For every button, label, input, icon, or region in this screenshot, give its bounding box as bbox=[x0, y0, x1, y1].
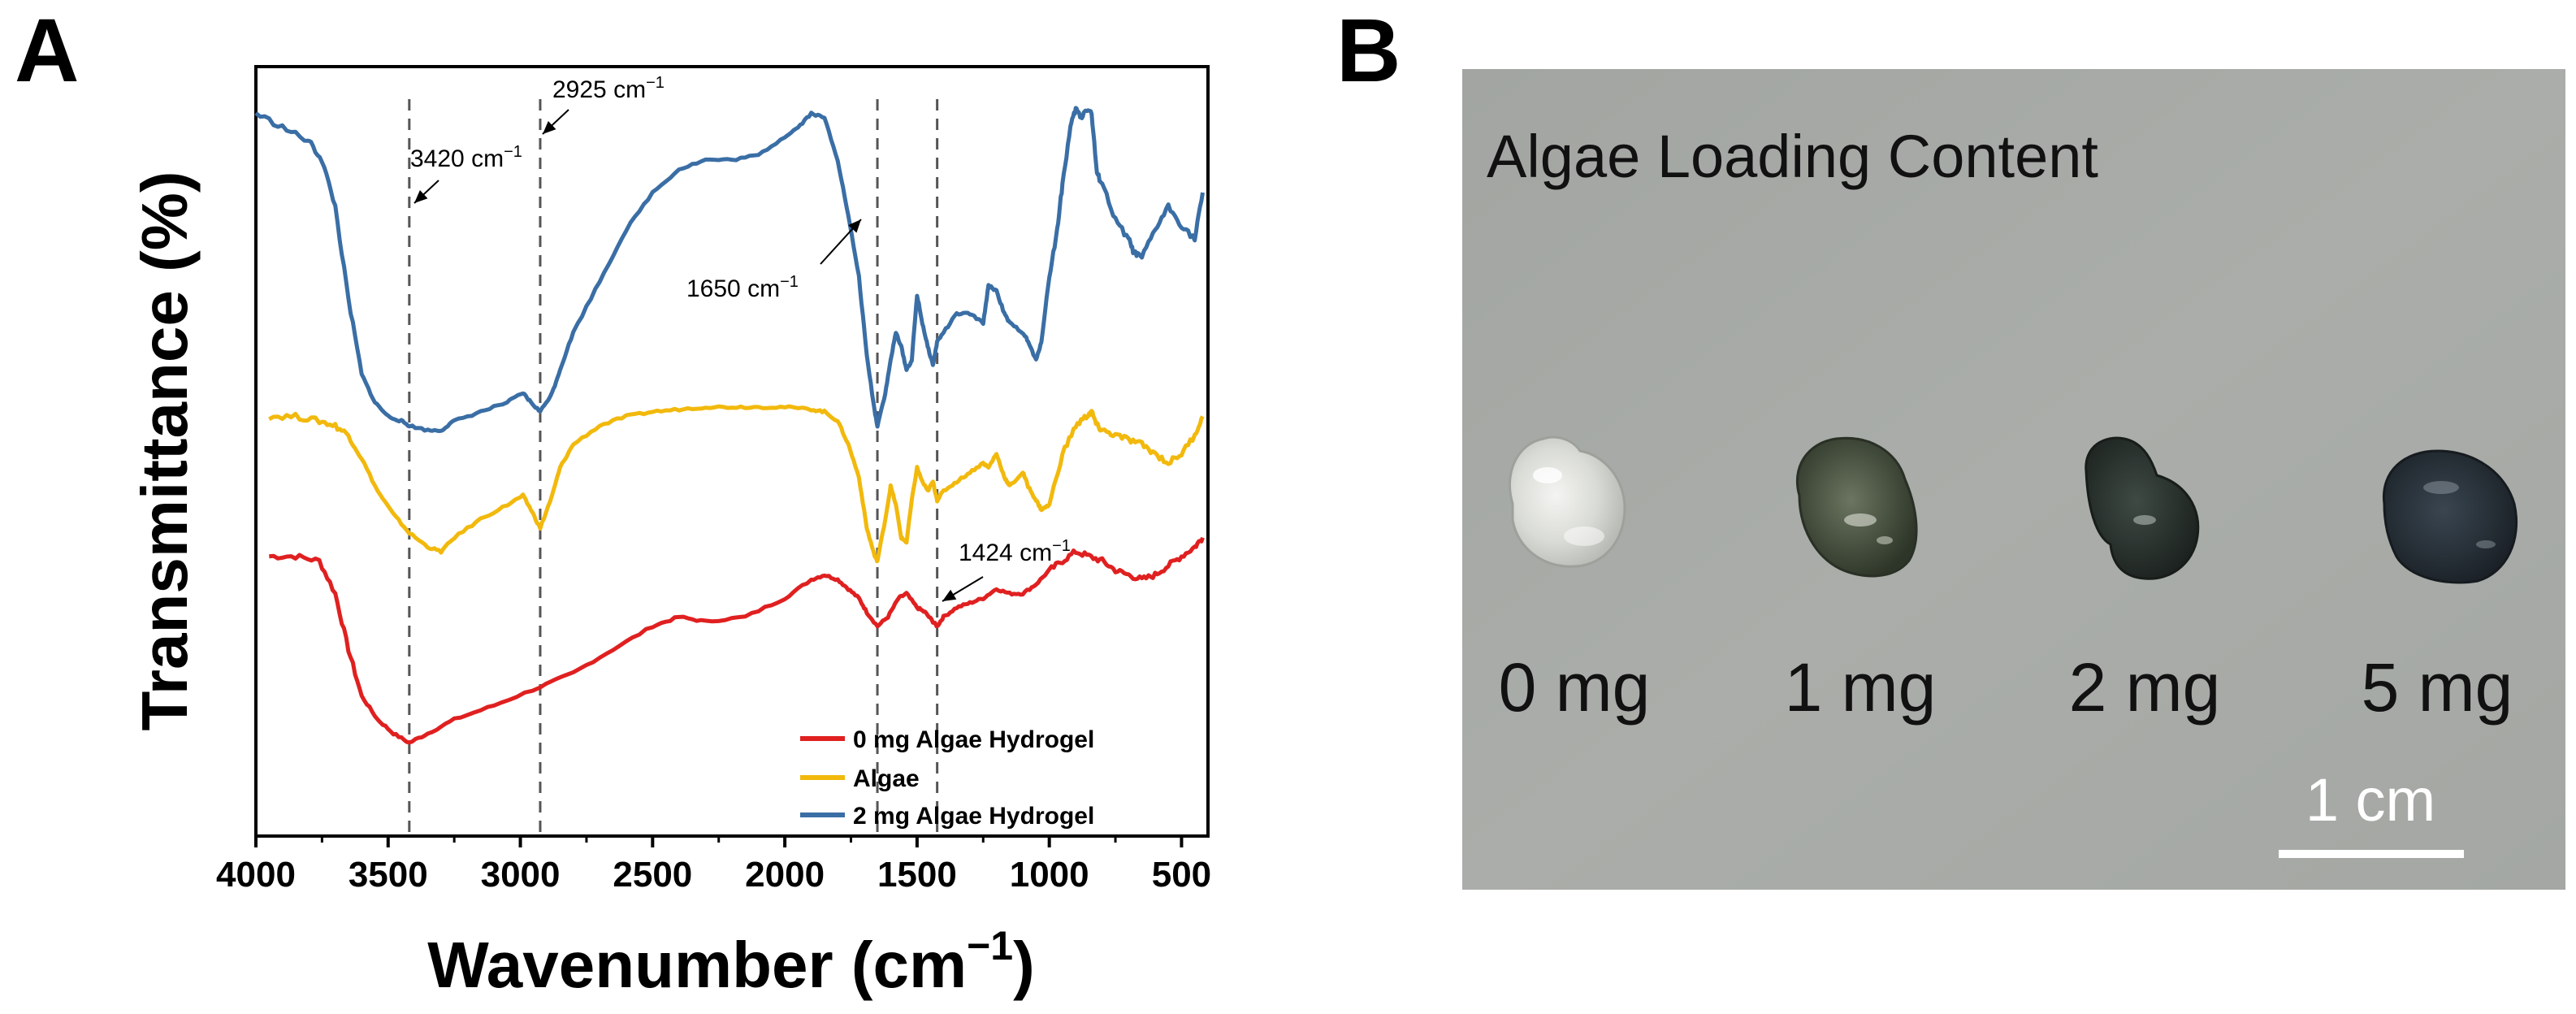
x-tick-label-1500: 1500 bbox=[877, 855, 957, 895]
photo-background bbox=[1462, 69, 2565, 890]
x-tick-label-1000: 1000 bbox=[1010, 855, 1089, 895]
x-axis-title: Wavenumber (cm−1) bbox=[427, 923, 1035, 1001]
series-line-0mg bbox=[269, 536, 1205, 745]
legend-label-0mg: 0 mg Algae Hydrogel bbox=[853, 726, 1094, 753]
x-axis-title-close: ) bbox=[1013, 929, 1035, 1001]
sample-2mg bbox=[2085, 436, 2200, 580]
annotation-arrowhead-3420 bbox=[414, 189, 428, 203]
annotation-arrowhead-1424 bbox=[942, 589, 957, 601]
x-axis-ticks: 4000 3500 3000 2500 2000 1500 1000 500 bbox=[216, 836, 1211, 895]
series-line-algae bbox=[268, 404, 1205, 564]
sample-label-2mg: 2 mg bbox=[2069, 649, 2221, 726]
plot-frame bbox=[254, 65, 1210, 838]
scale-bar-label: 1 cm bbox=[2305, 766, 2435, 834]
annotation-1424: 1424 cm−1 bbox=[959, 537, 1071, 566]
legend-label-2mg: 2 mg Algae Hydrogel bbox=[853, 803, 1094, 830]
series-line-2mg bbox=[254, 106, 1205, 433]
panel-a-letter: A bbox=[15, 1, 79, 101]
reference-lines bbox=[408, 99, 939, 836]
sample-label-5mg: 5 mg bbox=[2362, 649, 2513, 726]
scale-bar bbox=[2279, 850, 2464, 858]
ftir-chart: 4000 3500 3000 2500 2000 1500 1000 500 3420 cm−… bbox=[128, 65, 1211, 1001]
x-tick-label-2500: 2500 bbox=[613, 855, 692, 895]
x-tick-label-3500: 3500 bbox=[349, 855, 428, 895]
photo-title: Algae Loading Content bbox=[1487, 123, 2098, 190]
sample-1mg bbox=[1795, 436, 1918, 578]
sample-5mg bbox=[2382, 449, 2518, 584]
annotation-arrowhead-2925 bbox=[543, 120, 556, 134]
panel-b-letter: B bbox=[1336, 1, 1401, 101]
annotation-2925: 2925 cm−1 bbox=[552, 74, 665, 103]
x-tick-label-2000: 2000 bbox=[745, 855, 825, 895]
annotations: 3420 cm−1 2925 cm−1 1650 cm−1 1424 cm−1 bbox=[410, 74, 1071, 602]
x-tick-label-4000: 4000 bbox=[216, 855, 296, 895]
sample-label-1mg: 1 mg bbox=[1785, 649, 1937, 726]
sample-0mg bbox=[1508, 436, 1626, 568]
x-tick-label-3000: 3000 bbox=[481, 855, 561, 895]
annotation-3420: 3420 cm−1 bbox=[410, 143, 522, 172]
annotation-1650: 1650 cm−1 bbox=[686, 273, 799, 302]
x-axis-title-main: Wavenumber (cm bbox=[427, 929, 967, 1001]
x-axis-title-sup: −1 bbox=[967, 923, 1013, 968]
annotation-arrowhead-1650 bbox=[848, 219, 861, 233]
legend-label-algae: Algae bbox=[853, 765, 920, 792]
legend: 0 mg Algae Hydrogel Algae 2 mg Algae Hyd… bbox=[800, 726, 1094, 830]
x-tick-label-500: 500 bbox=[1152, 855, 1211, 895]
y-axis-title: Transmittance (%) bbox=[128, 171, 201, 730]
photo-panel: Algae Loading Content 0 mg 1 mg 2 mg 5 m… bbox=[1462, 69, 2565, 890]
sample-label-0mg: 0 mg bbox=[1499, 649, 1651, 726]
series-group bbox=[254, 106, 1205, 745]
